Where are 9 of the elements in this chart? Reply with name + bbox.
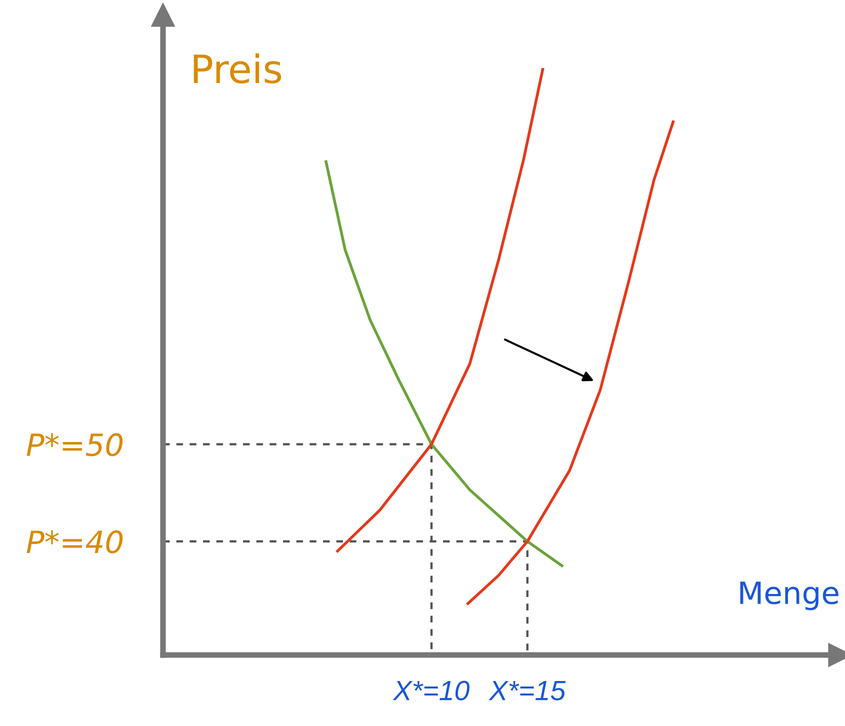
- x-axis-title: Menge: [740, 582, 838, 610]
- y-tick-label: P*=40: [26, 530, 123, 554]
- x-tick-label: X*=15: [488, 681, 566, 700]
- line-series: [336, 68, 544, 552]
- line-series: [466, 120, 675, 605]
- y-tick-label: P*=50: [26, 433, 123, 456]
- y-axis-title: Preis: [194, 53, 282, 84]
- x-tick-label: X*=10: [392, 680, 470, 700]
- line-series: [324, 160, 564, 568]
